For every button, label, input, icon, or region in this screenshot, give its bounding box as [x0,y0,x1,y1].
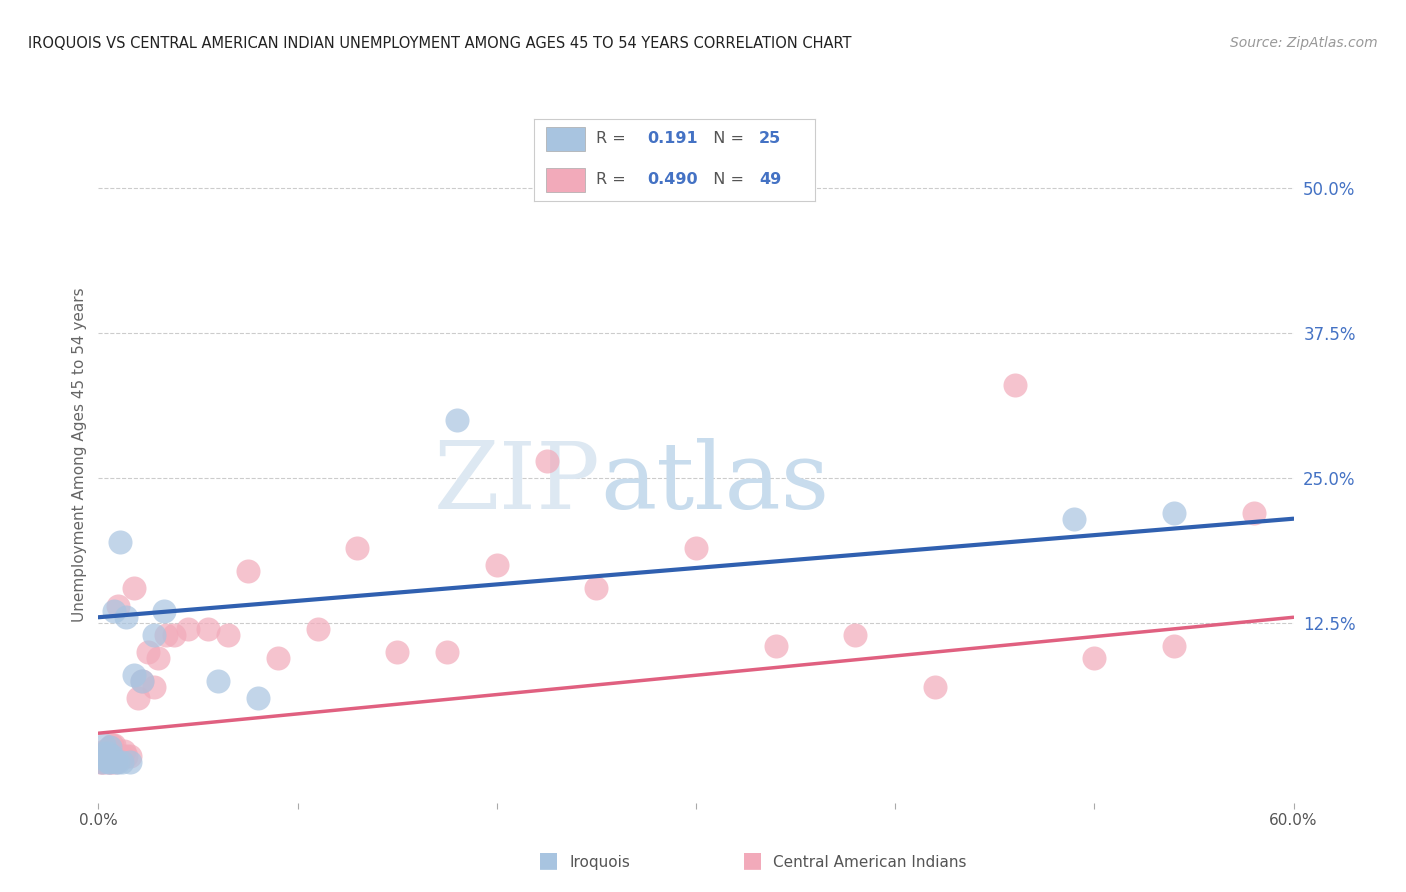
Point [236,564,259,578]
Text: 25: 25 [759,131,782,146]
Text: N =: N = [703,172,749,187]
Point [1083,651,1105,665]
Point [1063,511,1085,525]
Text: IROQUOIS VS CENTRAL AMERICAN INDIAN UNEMPLOYMENT AMONG AGES 45 TO 54 YEARS CORRE: IROQUOIS VS CENTRAL AMERICAN INDIAN UNEM… [28,36,852,51]
Point [93,744,115,758]
Point [107,599,129,613]
Point [115,610,138,624]
Point [110,749,132,764]
Point [207,674,229,689]
Point [131,674,153,689]
Point [485,558,508,573]
Point [217,628,239,642]
Point [98,755,122,769]
Point [536,453,558,467]
Text: N =: N = [703,131,749,146]
Point [96,749,118,764]
Point [89,755,111,769]
Text: Central American Indians: Central American Indians [773,855,967,870]
Point [93,746,115,760]
Point [143,628,166,642]
Point [91,749,114,764]
Point [93,738,115,752]
Point [155,628,177,642]
FancyBboxPatch shape [546,168,585,193]
Point [97,755,120,769]
Point [103,738,125,752]
Point [148,651,170,665]
Point [685,541,707,555]
Point [101,755,124,769]
Text: atlas: atlas [600,438,830,528]
Point [153,605,176,619]
Text: 0.490: 0.490 [647,172,697,187]
Text: R =: R = [596,131,636,146]
Point [924,680,946,694]
Point [120,749,142,764]
Point [96,744,118,758]
Point [197,622,219,636]
Point [131,674,153,689]
Point [105,755,128,769]
Point [111,755,134,769]
Point [115,749,138,764]
Point [93,755,115,769]
Point [111,749,134,764]
Point [96,753,118,767]
Point [1163,506,1185,520]
Point [1243,506,1265,520]
Point [585,582,607,596]
Point [97,744,120,758]
Point [101,738,124,752]
Point [267,651,290,665]
Point [307,622,329,636]
Point [97,755,120,769]
Point [98,755,122,769]
Point [107,755,129,769]
Point [91,755,114,769]
Point [177,622,200,636]
Point [1163,639,1185,653]
Point [844,628,866,642]
Point [1004,378,1026,392]
Text: ■: ■ [742,850,762,870]
Point [91,755,114,769]
Point [346,541,368,555]
Point [136,645,159,659]
FancyBboxPatch shape [546,127,585,152]
Point [127,691,149,706]
Text: Source: ZipAtlas.com: Source: ZipAtlas.com [1230,36,1378,50]
Point [246,691,269,706]
Text: Iroquois: Iroquois [569,855,630,870]
Point [143,680,166,694]
Point [98,740,122,755]
Point [98,740,122,755]
Point [101,749,124,764]
Point [120,755,142,769]
Point [105,755,128,769]
Text: ZIP: ZIP [433,438,600,528]
Y-axis label: Unemployment Among Ages 45 to 54 years: Unemployment Among Ages 45 to 54 years [72,287,87,623]
Point [163,628,186,642]
Point [124,582,146,596]
Point [436,645,458,659]
Point [124,668,146,682]
Text: 0.191: 0.191 [647,131,697,146]
Point [110,534,132,549]
Point [97,746,120,760]
Text: R =: R = [596,172,636,187]
Point [446,413,468,427]
Point [103,605,125,619]
Text: ■: ■ [538,850,558,870]
Text: 49: 49 [759,172,782,187]
Point [765,639,787,653]
Point [112,744,135,758]
Point [385,645,409,659]
